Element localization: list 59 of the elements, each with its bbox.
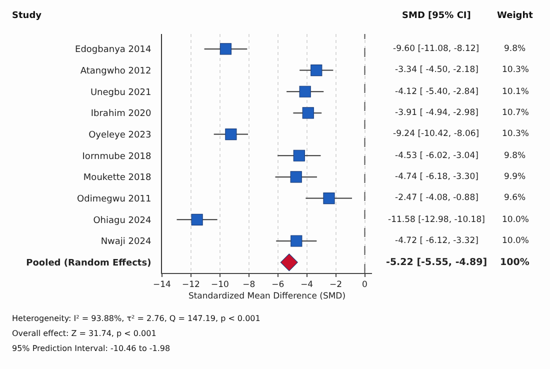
text: Study	[12, 11, 42, 21]
text: 9.8%	[504, 151, 526, 161]
y-tick-label: Atangwho 2012	[80, 66, 152, 76]
point	[280, 254, 298, 272]
text: -4.12 [ -5.40, -2.84]	[395, 87, 478, 97]
text: -9.60 [-11.08, -8.12]	[393, 44, 480, 54]
x-tick-label: −10	[210, 280, 229, 290]
x-tick-label: −6	[272, 280, 284, 290]
point	[220, 43, 232, 55]
text: 10.1%	[502, 87, 530, 97]
x-tick-label: −4	[300, 280, 314, 290]
text: 9.8%	[504, 44, 526, 54]
y-tick-label: Moukette 2018	[83, 173, 152, 184]
text: 9.9%	[504, 172, 526, 182]
text: -5.22 [-5.55, -4.89]	[386, 257, 488, 268]
text: -9.24 [-10.42, -8.06]	[393, 129, 480, 139]
y-tick-label: Ibrahim 2020	[90, 109, 152, 120]
text: 100%	[500, 257, 530, 268]
text: 95% Prediction Interval: -10.46 to -1.98	[12, 344, 170, 353]
text: -4.53 [ -6.02, -3.04]	[395, 151, 478, 161]
text: -11.58 [-12.98, -10.18]	[388, 215, 485, 225]
text: -3.34 [ -4.50, -2.18]	[395, 65, 478, 75]
text: 10.0%	[502, 215, 530, 225]
x-tick-label: −12	[182, 280, 200, 290]
point	[323, 192, 335, 204]
x-tick-label: −14	[153, 280, 171, 290]
point	[191, 214, 203, 226]
point	[302, 107, 314, 119]
y-tick-label: Nwaji 2024	[100, 237, 152, 248]
text: -2.47 [ -4.08, -0.88]	[395, 193, 478, 203]
text: 9.6%	[504, 193, 526, 203]
x-tick-label: −8	[242, 280, 256, 290]
point	[293, 150, 305, 162]
y-tick-label: Odimegwu 2011	[77, 194, 152, 204]
x-axis-title: Standardized Mean Difference (SMD)	[188, 292, 346, 302]
y-tick-label: Unegbu 2021	[90, 88, 152, 98]
text: Overall effect: Z = 31.74, p < 0.001	[12, 329, 156, 338]
y-tick-label: Pooled (Random Effects)	[26, 258, 152, 268]
text: -3.91 [ -4.94, -2.98]	[395, 108, 478, 118]
y-tick-label: Edogbanya 2014	[75, 45, 152, 56]
text: 10.3%	[502, 65, 530, 75]
text: -4.72 [ -6.12, -3.32]	[395, 236, 478, 246]
point	[299, 86, 311, 98]
text: Weight	[497, 11, 534, 21]
y-tick-label: Iornmube 2018	[82, 152, 152, 162]
text: 10.0%	[502, 236, 530, 246]
y-tick-label: Oyeleye 2023	[88, 130, 152, 140]
x-tick-label: −2	[330, 280, 342, 290]
point	[290, 235, 302, 247]
text: Heterogeneity: I² = 93.88%, τ² = 2.76, Q = 147.19, p < 0.001	[12, 314, 260, 323]
point	[310, 64, 322, 76]
text: 10.3%	[502, 129, 530, 139]
text: 10.7%	[502, 108, 530, 118]
point	[290, 171, 302, 183]
y-tick-label: Ohiagu 2024	[93, 216, 152, 226]
text: -4.74 [ -6.18, -3.30]	[395, 172, 478, 182]
point	[225, 128, 237, 140]
x-tick-label: 0	[362, 280, 368, 290]
text: SMD [95% CI]	[402, 11, 471, 21]
